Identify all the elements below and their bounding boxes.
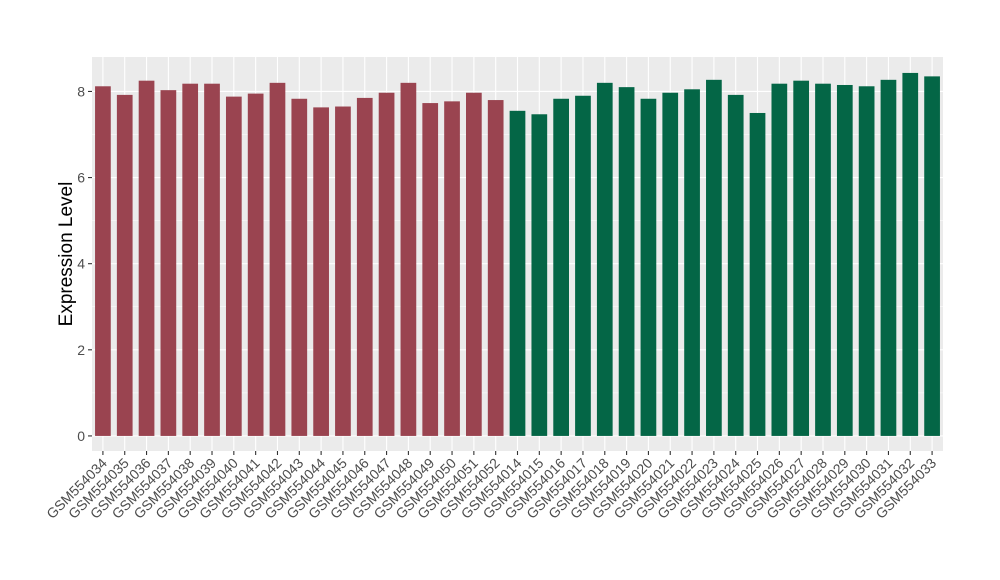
bars	[95, 72, 940, 436]
y-axis-label: Expression Level	[56, 182, 77, 327]
bar-GSM554031	[880, 79, 897, 436]
bar-GSM554052	[487, 100, 504, 436]
bar-GSM554049	[422, 103, 439, 436]
bar-GSM554028	[815, 83, 831, 436]
bar-GSM554026	[771, 83, 788, 436]
bar-GSM554050	[444, 101, 460, 436]
bar-GSM554020	[640, 98, 657, 436]
bar-GSM554024	[727, 94, 744, 436]
bar-GSM554039	[204, 83, 220, 436]
bar-GSM554021	[662, 92, 679, 436]
bar-GSM554029	[836, 84, 853, 436]
bar-GSM554030	[858, 86, 875, 436]
bar-GSM554017	[575, 95, 591, 436]
bar-GSM554019	[618, 87, 635, 436]
y-tick-label: 0	[77, 428, 85, 444]
bar-GSM554036	[138, 80, 155, 436]
y-tick-label: 6	[77, 170, 85, 186]
y-tick-label: 2	[77, 342, 85, 358]
bar-GSM554025	[749, 112, 766, 436]
bar-GSM554027	[793, 80, 810, 436]
bar-GSM554014	[509, 110, 526, 436]
bar-GSM554044	[313, 107, 329, 436]
bar-GSM554033	[924, 76, 940, 436]
y-axis: 0 2 4 6 8	[77, 83, 92, 444]
bar-GSM554046	[356, 97, 373, 436]
bar-GSM554032	[902, 72, 919, 436]
bar-GSM554018	[596, 82, 613, 436]
bar-GSM554038	[182, 83, 199, 436]
y-tick-label: 8	[77, 83, 85, 99]
bar-GSM554037	[160, 90, 177, 436]
y-tick-label: 4	[77, 256, 85, 272]
bar-GSM554043	[291, 98, 308, 436]
bar-GSM554041	[247, 93, 264, 436]
bar-GSM554015	[531, 114, 548, 436]
bar-GSM554047	[378, 92, 395, 436]
bar-GSM554048	[400, 82, 417, 436]
bar-GSM554040	[225, 96, 242, 436]
bar-GSM554045	[335, 106, 351, 436]
bar-GSM554042	[269, 82, 286, 436]
bar-GSM554035	[116, 94, 133, 436]
bar-GSM554051	[466, 92, 482, 436]
bar-GSM554016	[553, 98, 569, 436]
bar-GSM554023	[706, 79, 722, 436]
bar-GSM554034	[95, 86, 111, 436]
bar-GSM554022	[684, 89, 700, 436]
x-axis: GSM554034GSM554035GSM554036GSM554037GSM5…	[43, 451, 939, 522]
